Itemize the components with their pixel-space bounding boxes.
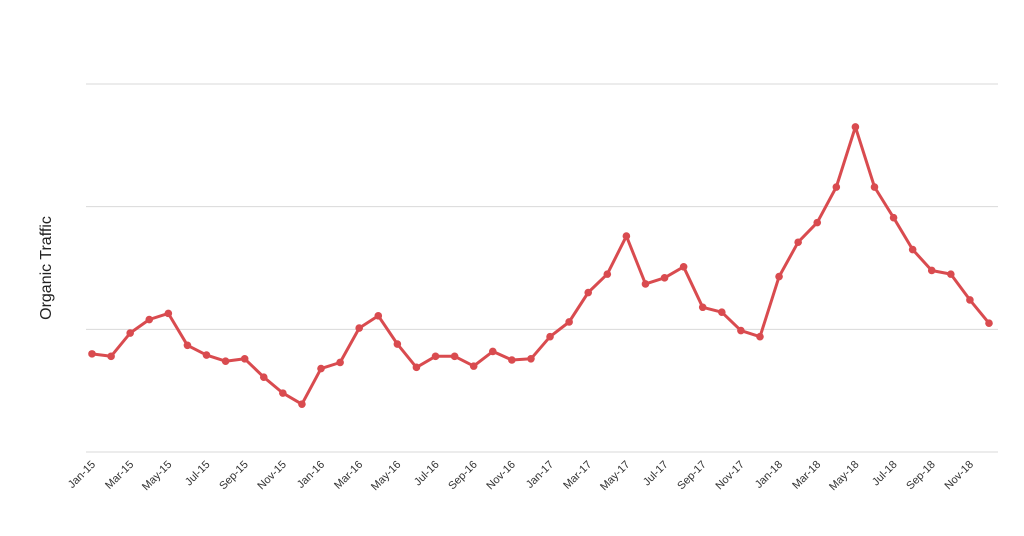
data-point-May-15[interactable] bbox=[164, 309, 173, 318]
x-tick-label: Mar-15 bbox=[103, 459, 136, 492]
x-tick-label: Nov-15 bbox=[255, 459, 289, 493]
data-point-Jan-17[interactable] bbox=[546, 332, 554, 341]
x-tick-label: Mar-17 bbox=[561, 459, 594, 492]
x-tick-label: Nov-17 bbox=[713, 459, 747, 493]
data-point-Jun-15[interactable] bbox=[183, 341, 192, 350]
gridlines bbox=[86, 83, 998, 453]
data-point-Nov-17[interactable] bbox=[737, 326, 745, 335]
data-point-Nov-18[interactable] bbox=[966, 296, 974, 304]
data-point-Jul-17[interactable] bbox=[660, 274, 669, 282]
data-point-Feb-15[interactable] bbox=[107, 352, 115, 361]
x-tick-label: Nov-18 bbox=[942, 459, 976, 493]
data-point-Dec-16[interactable] bbox=[527, 354, 535, 363]
x-tick-label: Sep-16 bbox=[446, 459, 480, 493]
data-point-Jan-18[interactable] bbox=[775, 272, 783, 281]
data-point-Sep-17[interactable] bbox=[698, 303, 707, 312]
data-point-Apr-17[interactable] bbox=[603, 270, 612, 278]
data-point-Jun-16[interactable] bbox=[412, 363, 421, 372]
data-point-Apr-15[interactable] bbox=[145, 315, 154, 324]
data-point-Apr-16[interactable] bbox=[374, 312, 383, 320]
data-point-Jul-15[interactable] bbox=[202, 351, 211, 359]
data-point-Aug-18[interactable] bbox=[908, 245, 917, 254]
data-point-Oct-18[interactable] bbox=[947, 270, 955, 278]
data-point-May-18[interactable] bbox=[851, 123, 860, 131]
data-point-Nov-15[interactable] bbox=[279, 389, 287, 397]
data-point-Feb-18[interactable] bbox=[794, 238, 802, 247]
data-point-Nov-16[interactable] bbox=[508, 356, 516, 364]
x-tick-label: May-16 bbox=[369, 459, 403, 493]
data-point-May-17[interactable] bbox=[622, 232, 631, 240]
x-tick-label: Sep-15 bbox=[217, 459, 251, 493]
x-tick-label: Jul-17 bbox=[641, 459, 671, 489]
data-point-Apr-18[interactable] bbox=[832, 183, 841, 191]
series-group bbox=[88, 123, 993, 408]
data-point-Jul-16[interactable] bbox=[431, 352, 440, 361]
x-tick-label: Nov-16 bbox=[484, 459, 518, 493]
data-point-Sep-15[interactable] bbox=[240, 354, 249, 363]
data-point-Jun-17[interactable] bbox=[641, 280, 650, 288]
data-point-Mar-16[interactable] bbox=[355, 324, 363, 332]
x-tick-label: Jul-16 bbox=[412, 459, 442, 489]
x-tick-label: Jul-18 bbox=[870, 459, 900, 489]
x-tick-label: May-18 bbox=[827, 459, 861, 493]
x-tick-label: Mar-16 bbox=[332, 459, 365, 492]
x-axis-tick-labels: Jan-15 Mar-15 May-15 Jul-15 Sep-15 Nov-15 Jan-… bbox=[66, 459, 976, 493]
y-axis-title: Organic Traffic bbox=[38, 216, 55, 320]
data-point-Feb-16[interactable] bbox=[336, 358, 344, 367]
data-point-Sep-18[interactable] bbox=[927, 266, 936, 275]
x-tick-label: Jan-17 bbox=[524, 459, 556, 491]
data-point-Jan-16[interactable] bbox=[317, 364, 325, 373]
x-tick-label: May-17 bbox=[598, 459, 632, 493]
data-point-Jun-18[interactable] bbox=[870, 183, 879, 191]
data-point-Feb-17[interactable] bbox=[565, 318, 573, 326]
x-tick-label: Jul-15 bbox=[183, 459, 213, 489]
data-point-Mar-17[interactable] bbox=[584, 288, 593, 297]
x-tick-label: Jan-18 bbox=[753, 459, 785, 491]
data-point-Oct-16[interactable] bbox=[488, 347, 497, 356]
data-point-Dec-17[interactable] bbox=[756, 332, 764, 341]
x-tick-label: Sep-18 bbox=[904, 459, 938, 493]
data-point-Mar-15[interactable] bbox=[126, 329, 134, 337]
data-point-Oct-15[interactable] bbox=[259, 373, 268, 381]
data-point-Aug-16[interactable] bbox=[450, 352, 459, 361]
data-point-Jan-15[interactable] bbox=[88, 350, 96, 358]
data-point-Jul-18[interactable] bbox=[889, 213, 898, 222]
data-point-May-16[interactable] bbox=[393, 340, 402, 348]
data-point-Aug-15[interactable] bbox=[221, 357, 230, 366]
data-point-Mar-18[interactable] bbox=[813, 218, 822, 227]
data-point-Sep-16[interactable] bbox=[469, 362, 478, 370]
x-tick-label: Sep-17 bbox=[675, 459, 709, 493]
data-point-Dec-18[interactable] bbox=[985, 319, 993, 328]
data-point-Oct-17[interactable] bbox=[718, 308, 726, 316]
x-tick-label: Mar-18 bbox=[790, 459, 823, 492]
data-point-Dec-15[interactable] bbox=[298, 400, 306, 408]
x-tick-label: Jan-16 bbox=[295, 459, 327, 491]
x-tick-label: Jan-15 bbox=[66, 459, 98, 491]
data-point-Aug-17[interactable] bbox=[679, 262, 688, 271]
x-tick-label: May-15 bbox=[140, 459, 174, 493]
